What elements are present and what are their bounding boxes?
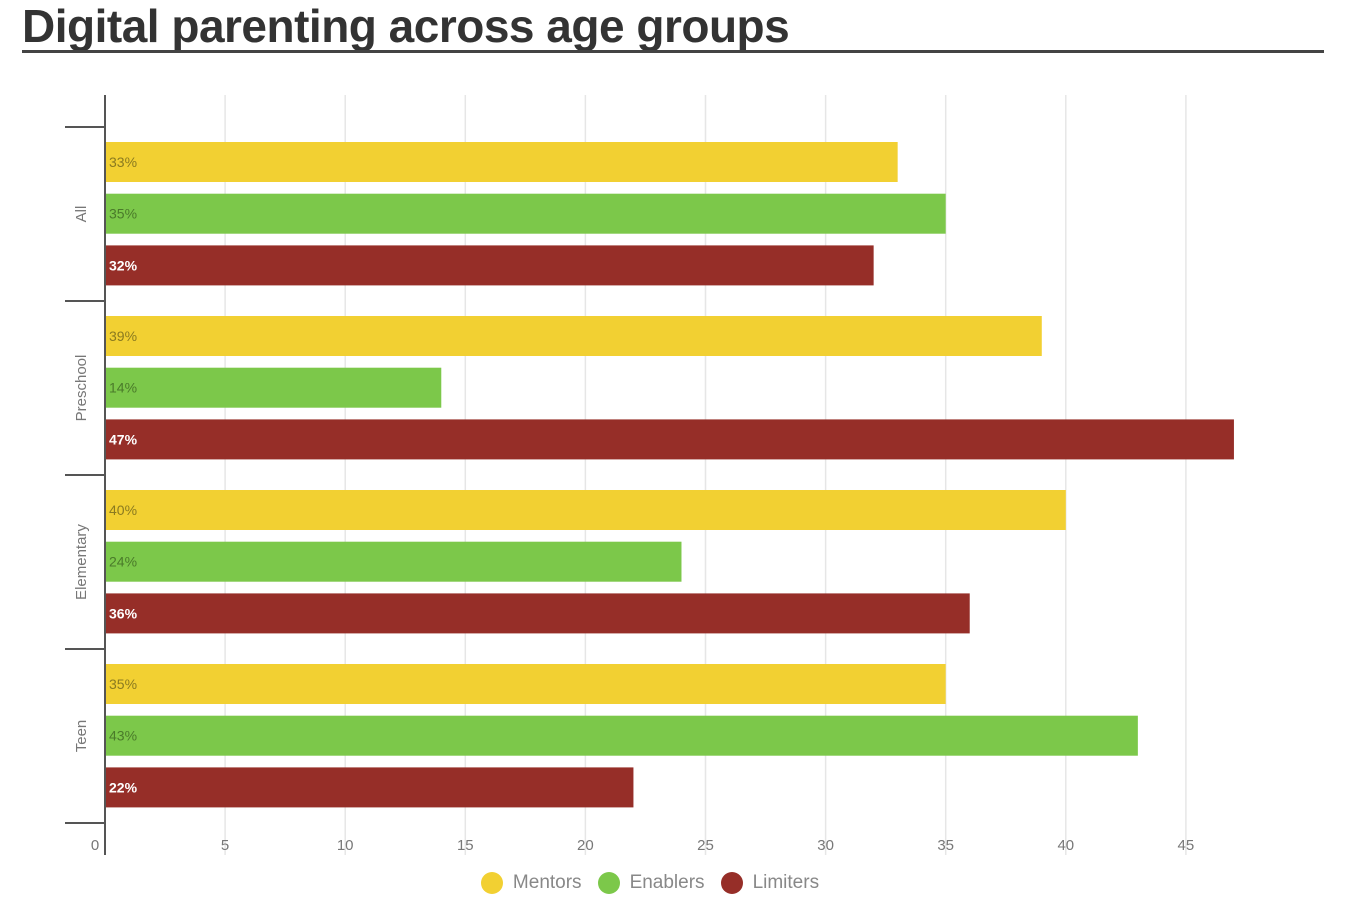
x-tick-label: 10 xyxy=(337,837,354,854)
bar-enablers-all[interactable] xyxy=(105,193,946,234)
x-tick-label: 40 xyxy=(1057,837,1074,854)
bar-limiters-teen[interactable] xyxy=(105,767,634,808)
x-tick-label: 5 xyxy=(221,837,229,854)
data-label-enablers-preschool: 14% xyxy=(109,380,137,396)
legend-swatch-limiters xyxy=(720,872,743,894)
legend-swatch-mentors xyxy=(480,872,503,894)
data-label-enablers-all: 35% xyxy=(109,206,137,222)
legend-label-mentors: Mentors xyxy=(512,872,582,893)
page-title: Digital parenting across age groups xyxy=(22,0,790,52)
category-label-all: All xyxy=(73,206,90,223)
category-label-elementary: Elementary xyxy=(73,524,90,600)
x-tick-label: 30 xyxy=(817,837,834,854)
bar-mentors-teen[interactable] xyxy=(105,664,946,704)
data-label-enablers-elementary: 24% xyxy=(109,554,137,570)
bar-enablers-preschool[interactable] xyxy=(105,367,442,408)
data-label-limiters-teen: 22% xyxy=(109,779,138,795)
category-label-teen: Teen xyxy=(73,720,90,753)
data-label-limiters-elementary: 36% xyxy=(109,605,138,621)
data-label-limiters-preschool: 47% xyxy=(109,431,138,447)
data-label-mentors-all: 33% xyxy=(109,154,137,170)
x-tick-label: 25 xyxy=(697,837,714,854)
bar-limiters-elementary[interactable] xyxy=(105,593,970,634)
data-label-limiters-all: 32% xyxy=(109,257,138,273)
legend-item-mentors[interactable]: Mentors xyxy=(480,872,582,894)
legend-label-enablers: Enablers xyxy=(629,872,705,893)
title-divider xyxy=(22,50,1324,53)
data-label-mentors-teen: 35% xyxy=(109,676,137,692)
bar-mentors-preschool[interactable] xyxy=(105,316,1042,356)
axes: 0 5 10 15 20 25 30 35 40 45 All Preschool Elementary… xyxy=(65,95,1194,855)
data-label-mentors-elementary: 40% xyxy=(109,502,137,518)
bar-limiters-all[interactable] xyxy=(105,245,874,286)
legend-label-limiters: Limiters xyxy=(752,872,820,893)
bar-limiters-preschool[interactable] xyxy=(105,419,1234,460)
bars: 33% 35% 32% 39% 14% 47% 40% 24% 36% 35% 43% 22% xyxy=(105,142,1234,808)
category-label-preschool: Preschool xyxy=(73,355,90,422)
x-tick-label: 15 xyxy=(457,837,474,854)
data-label-enablers-teen: 43% xyxy=(109,728,137,744)
x-tick-label: 35 xyxy=(937,837,954,854)
legend-item-limiters[interactable]: Limiters xyxy=(720,872,820,894)
x-tick-label: 20 xyxy=(577,837,594,854)
legend-swatch-enablers xyxy=(597,872,620,894)
x-tick-label: 0 xyxy=(91,837,99,854)
bar-mentors-elementary[interactable] xyxy=(105,490,1066,530)
bar-enablers-elementary[interactable] xyxy=(105,541,682,582)
bar-enablers-teen[interactable] xyxy=(105,715,1138,756)
x-tick-label: 45 xyxy=(1178,837,1195,854)
legend-item-enablers[interactable]: Enablers xyxy=(597,872,705,894)
bar-mentors-all[interactable] xyxy=(105,142,898,182)
legend: Mentors Enablers Limiters xyxy=(0,872,1300,894)
data-label-mentors-preschool: 39% xyxy=(109,328,137,344)
